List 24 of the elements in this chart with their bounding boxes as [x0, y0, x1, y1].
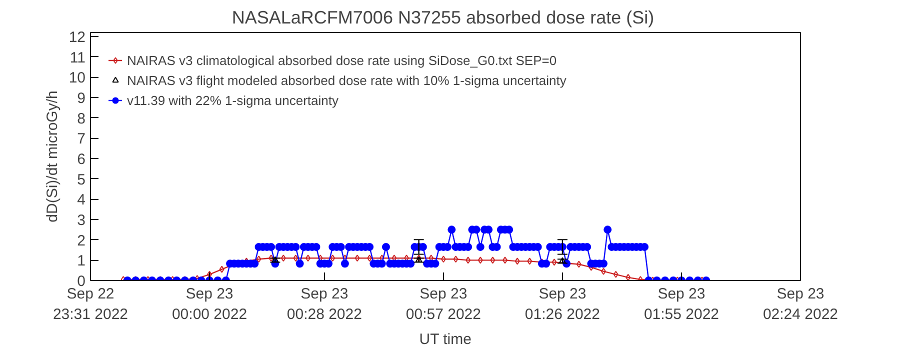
- legend-label: v11.39 with 22% 1-sigma uncertainty: [127, 92, 338, 108]
- x-tick-label: Sep 23 01:26 2022: [524, 286, 600, 323]
- legend-label: NAIRAS v3 climatological absorbed dose rate using SiDose_G0.txt SEP=0: [127, 52, 557, 68]
- y-tick-label: 2: [77, 232, 86, 250]
- y-tick-label: 7: [77, 130, 86, 148]
- y-tick-label: 5: [77, 171, 86, 188]
- y-tick-label: 8: [77, 110, 86, 128]
- y-tick-label: 12: [68, 29, 86, 46]
- x-tick-label: Sep 23 00:28 2022: [286, 286, 362, 323]
- y-tick-label: 11: [70, 49, 86, 66]
- legend-label: NAIRAS v3 flight modeled absorbed dose rate with 10% 1-sigma uncertainty: [127, 72, 566, 88]
- y-tick-label: 4: [77, 192, 86, 209]
- y-tick-label: 3: [77, 212, 86, 230]
- x-axis-title: UT time: [419, 330, 472, 348]
- x-tick-label: Sep 23 01:55 2022: [644, 286, 720, 323]
- y-tick-label: 1: [77, 252, 86, 270]
- y-tick-label: 10: [68, 70, 86, 87]
- y-tick-label: 9: [77, 90, 86, 108]
- x-tick-label: Sep 23 00:57 2022: [406, 286, 481, 323]
- y-axis-title: dD(Si)/dt microGy/h: [44, 90, 61, 222]
- x-tick-label: Sep 23 00:00 2022: [172, 286, 248, 323]
- chart-title: NASALaRCFM7006 N37255 absorbed dose rate (Si): [232, 8, 654, 28]
- x-tick-label: Sep 23 02:24 2022: [762, 286, 838, 323]
- y-tick-label: 6: [77, 151, 86, 168]
